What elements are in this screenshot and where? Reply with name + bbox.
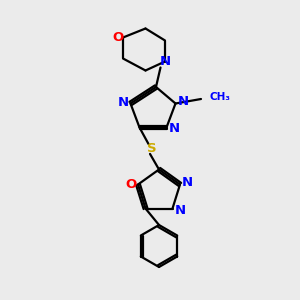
- Text: CH₃: CH₃: [210, 92, 231, 102]
- Text: O: O: [112, 31, 123, 44]
- Text: O: O: [125, 178, 136, 191]
- Text: N: N: [117, 95, 129, 109]
- Text: N: N: [182, 176, 193, 190]
- Text: N: N: [174, 203, 186, 217]
- Text: N: N: [168, 122, 180, 136]
- Text: N: N: [177, 94, 189, 108]
- Text: S: S: [147, 142, 157, 155]
- Text: N: N: [159, 55, 171, 68]
